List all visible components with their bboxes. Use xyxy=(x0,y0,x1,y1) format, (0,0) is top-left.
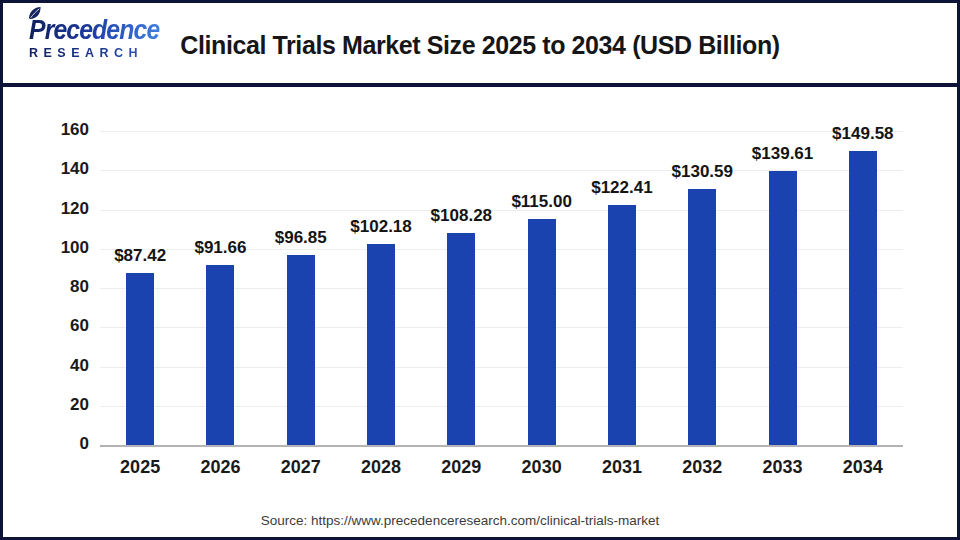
x-axis-line xyxy=(100,445,903,447)
x-axis-tick-label: 2029 xyxy=(421,457,501,478)
leaf-icon xyxy=(28,6,42,21)
bar xyxy=(769,171,797,445)
x-axis-tick-label: 2026 xyxy=(180,457,260,478)
x-axis-tick-label: 2030 xyxy=(502,457,582,478)
y-axis-tick-label: 120 xyxy=(3,199,89,219)
y-axis-tick-label: 140 xyxy=(3,159,89,179)
infographic-frame: Precedence RESEARCH Clinical Trials Mark… xyxy=(0,0,960,540)
x-axis-tick-label: 2027 xyxy=(261,457,341,478)
bar xyxy=(849,151,877,445)
y-axis-tick-label: 80 xyxy=(3,277,89,297)
x-axis-tick-label: 2033 xyxy=(743,457,823,478)
x-axis-tick-label: 2025 xyxy=(100,457,180,478)
y-axis-tick-label: 100 xyxy=(3,238,89,258)
source-attribution: Source: https://www.precedenceresearch.c… xyxy=(3,513,917,528)
bar xyxy=(447,233,475,445)
bar xyxy=(206,265,234,445)
bar xyxy=(367,244,395,445)
chart-canvas: 020406080100120140160$87.422025$91.66202… xyxy=(3,94,957,537)
chart-title: Clinical Trials Market Size 2025 to 2034… xyxy=(3,31,957,60)
bar xyxy=(688,189,716,445)
header: Precedence RESEARCH Clinical Trials Mark… xyxy=(3,3,957,87)
bar-value-label: $130.59 xyxy=(642,162,762,182)
bar-value-label: $139.61 xyxy=(723,144,843,164)
x-axis-tick-label: 2028 xyxy=(341,457,421,478)
y-axis-tick-label: 160 xyxy=(3,120,89,140)
y-axis-tick-label: 0 xyxy=(3,434,89,454)
y-axis-tick-label: 40 xyxy=(3,356,89,376)
bar xyxy=(608,205,636,445)
y-axis-tick-label: 20 xyxy=(3,395,89,415)
x-axis-tick-label: 2031 xyxy=(582,457,662,478)
gridline xyxy=(100,131,903,132)
bar xyxy=(528,219,556,445)
bar xyxy=(287,255,315,445)
x-axis-tick-label: 2034 xyxy=(823,457,903,478)
bar-value-label: $149.58 xyxy=(803,124,923,144)
x-axis-tick-label: 2032 xyxy=(662,457,742,478)
y-axis-tick-label: 60 xyxy=(3,316,89,336)
bar xyxy=(126,273,154,445)
